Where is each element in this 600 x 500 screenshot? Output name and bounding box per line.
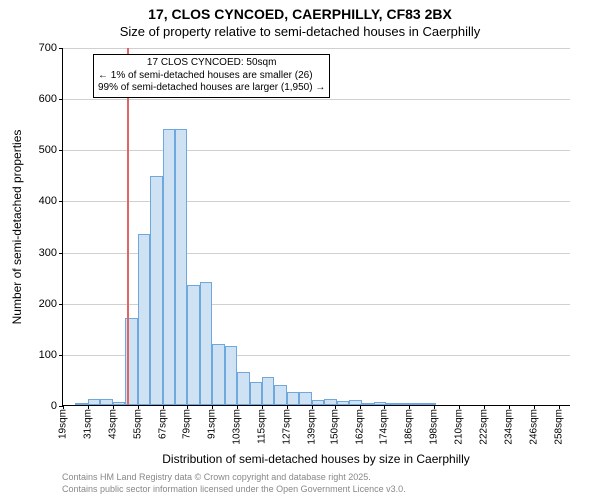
gridline [63, 201, 570, 202]
histogram-bar [75, 403, 87, 405]
x-tick-label: 246sqm [528, 409, 539, 445]
x-tick-label: 198sqm [429, 409, 440, 445]
x-tick-mark [113, 405, 114, 409]
x-tick-mark [212, 405, 213, 409]
x-tick-label: 139sqm [306, 409, 317, 445]
histogram-bar [88, 399, 100, 405]
chart-title: 17, CLOS CYNCOED, CAERPHILLY, CF83 2BX [0, 6, 600, 22]
y-axis-label: Number of semi-detached properties [10, 48, 24, 406]
y-tick-mark [59, 99, 63, 100]
y-tick-label: 400 [39, 195, 57, 207]
x-tick-mark [287, 405, 288, 409]
gridline [63, 99, 570, 100]
histogram-bar [299, 392, 311, 405]
x-tick-mark [384, 405, 385, 409]
plot-area: 010020030040050060070019sqm31sqm43sqm55s… [62, 48, 570, 406]
x-tick-label: 150sqm [329, 409, 340, 445]
y-tick-mark [59, 355, 63, 356]
x-tick-mark [360, 405, 361, 409]
histogram-bar [411, 403, 423, 405]
y-tick-label: 0 [51, 400, 57, 412]
x-tick-mark [409, 405, 410, 409]
histogram-bar [250, 382, 262, 405]
histogram-bar [225, 346, 237, 405]
x-tick-label: 186sqm [404, 409, 415, 445]
y-tick-label: 600 [39, 93, 57, 105]
x-tick-label: 79sqm [182, 409, 193, 439]
y-tick-mark [59, 201, 63, 202]
x-axis-label: Distribution of semi-detached houses by … [62, 452, 570, 466]
annotation-box: 17 CLOS CYNCOED: 50sqm ← 1% of semi-deta… [93, 54, 330, 98]
x-tick-mark [434, 405, 435, 409]
x-tick-mark [312, 405, 313, 409]
x-tick-mark [534, 405, 535, 409]
property-marker-line [127, 48, 129, 405]
histogram-bar [200, 282, 212, 405]
x-tick-label: 258sqm [553, 409, 564, 445]
x-tick-mark [262, 405, 263, 409]
footer-line1: Contains HM Land Registry data © Crown c… [62, 472, 371, 482]
histogram-bar [287, 392, 299, 405]
y-tick-label: 500 [39, 144, 57, 156]
y-tick-label: 100 [39, 349, 57, 361]
y-tick-label: 700 [39, 42, 57, 54]
chart-container: 17, CLOS CYNCOED, CAERPHILLY, CF83 2BX S… [0, 0, 600, 500]
histogram-bar [237, 372, 249, 405]
x-tick-label: 19sqm [58, 409, 69, 439]
histogram-bar [100, 399, 112, 405]
x-tick-label: 31sqm [82, 409, 93, 439]
x-tick-label: 127sqm [281, 409, 292, 445]
y-tick-mark [59, 253, 63, 254]
x-tick-label: 174sqm [379, 409, 390, 445]
y-tick-label: 200 [39, 298, 57, 310]
x-tick-mark [138, 405, 139, 409]
x-tick-label: 67sqm [157, 409, 168, 439]
histogram-bar [212, 344, 224, 405]
histogram-bar [262, 377, 274, 405]
x-tick-mark [63, 405, 64, 409]
x-tick-label: 234sqm [503, 409, 514, 445]
x-tick-label: 115sqm [257, 409, 268, 444]
x-tick-label: 91sqm [207, 409, 218, 439]
x-tick-mark [484, 405, 485, 409]
histogram-bar [113, 402, 125, 405]
histogram-bar [274, 385, 286, 405]
annotation-line1: 17 CLOS CYNCOED: 50sqm [98, 57, 325, 70]
x-tick-label: 103sqm [232, 409, 243, 445]
annotation-line3: 99% of semi-detached houses are larger (… [98, 82, 325, 95]
x-tick-mark [559, 405, 560, 409]
histogram-bar [312, 400, 324, 405]
y-tick-mark [59, 150, 63, 151]
histogram-bar [386, 403, 398, 405]
x-tick-mark [237, 405, 238, 409]
histogram-bar [187, 285, 199, 405]
y-tick-mark [59, 48, 63, 49]
x-tick-label: 222sqm [478, 409, 489, 445]
x-tick-label: 55sqm [132, 409, 143, 439]
x-tick-label: 162sqm [354, 409, 365, 445]
gridline [63, 48, 570, 49]
histogram-bar [362, 403, 374, 405]
x-tick-mark [509, 405, 510, 409]
x-tick-label: 43sqm [107, 409, 118, 439]
y-tick-label: 300 [39, 247, 57, 259]
x-tick-mark [459, 405, 460, 409]
x-tick-mark [88, 405, 89, 409]
histogram-bar [337, 401, 349, 405]
histogram-bar [175, 129, 187, 405]
x-tick-mark [163, 405, 164, 409]
gridline [63, 150, 570, 151]
x-tick-label: 210sqm [454, 409, 465, 445]
histogram-bar [163, 129, 175, 405]
y-tick-mark [59, 304, 63, 305]
histogram-bar [138, 234, 150, 405]
x-tick-mark [335, 405, 336, 409]
annotation-line2: ← 1% of semi-detached houses are smaller… [98, 70, 325, 83]
x-tick-mark [187, 405, 188, 409]
histogram-bar [150, 176, 162, 405]
chart-subtitle: Size of property relative to semi-detach… [0, 24, 600, 39]
footer-line2: Contains public sector information licen… [62, 484, 406, 494]
